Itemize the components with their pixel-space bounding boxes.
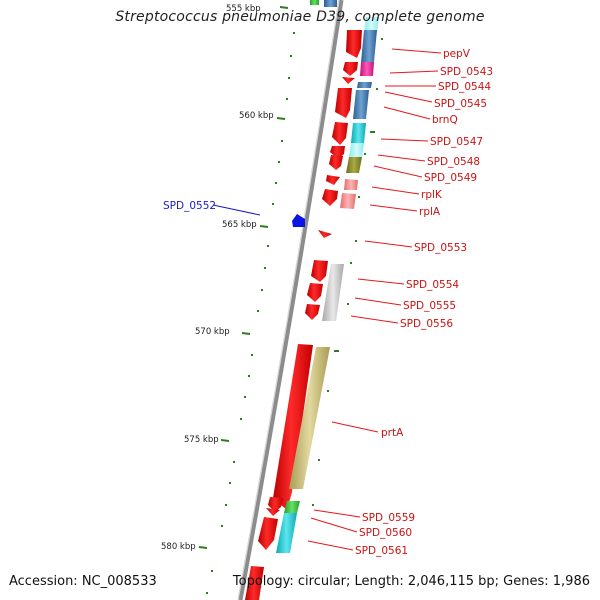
gene-arrow-bottom[interactable] <box>245 566 264 600</box>
gene-label-SPD_0555[interactable]: SPD_0555 <box>403 300 456 312</box>
gene-arrow-SPD_0548[interactable] <box>330 146 345 159</box>
gene-label-prtA[interactable]: prtA <box>381 427 404 439</box>
genome-backbone <box>237 0 344 600</box>
gene-arrow-SPD_0555[interactable] <box>307 283 323 302</box>
forward-leader-lines <box>307 48 442 551</box>
scale-dots <box>206 32 295 594</box>
gene-label-SPD_0549[interactable]: SPD_0549 <box>424 172 477 184</box>
scale-label-560: 560 kbp <box>239 111 274 121</box>
gene-label-SPD_0545[interactable]: SPD_0545 <box>434 98 487 110</box>
gene-label-SPD_0553[interactable]: SPD_0553 <box>414 242 467 254</box>
gene-arrow-rplA[interactable] <box>322 189 338 206</box>
gene-arrow-pepV[interactable] <box>346 30 362 58</box>
map-title: Streptococcus pneumoniae D39, complete g… <box>115 9 485 25</box>
feature-boxes <box>276 0 379 553</box>
outer-track-dots <box>312 38 383 506</box>
gene-label-rplK[interactable]: rplK <box>421 189 443 201</box>
gene-label-pepV[interactable]: pepV <box>443 48 471 60</box>
gene-arrow-rplK[interactable] <box>326 175 340 185</box>
gene-label-SPD_0554[interactable]: SPD_0554 <box>406 279 459 291</box>
gene-arrow-SPD_0556[interactable] <box>305 304 320 320</box>
scale-major-ticks <box>198 6 289 549</box>
gene-arrow-SPD_0552[interactable] <box>292 214 305 227</box>
gene-arrow-SPD_0547[interactable] <box>332 122 348 145</box>
gene-label-brnQ[interactable]: brnQ <box>432 114 458 126</box>
gene-arrow-SPD_0559[interactable] <box>268 497 283 512</box>
genome-summary-text: Topology: circular; Length: 2,046,115 bp… <box>232 574 590 589</box>
gene-label-SPD_0552[interactable]: SPD_0552 <box>163 200 216 212</box>
gene-arrow-SPD_0544[interactable] <box>342 77 355 84</box>
gene-label-rplA[interactable]: rplA <box>419 206 441 218</box>
scale-label-575: 575 kbp <box>184 435 219 445</box>
reverse-leader-line <box>212 204 261 216</box>
genome-backbone-highlight <box>237 0 340 600</box>
accession-text: Accession: NC_008533 <box>9 574 157 589</box>
gene-label-SPD_0544[interactable]: SPD_0544 <box>438 81 491 93</box>
gene-label-SPD_0561[interactable]: SPD_0561 <box>355 545 408 557</box>
gene-label-SPD_0559[interactable]: SPD_0559 <box>362 512 415 524</box>
gene-arrow-SPD_0543[interactable] <box>343 62 358 76</box>
gene-arrow-SPD_0549[interactable] <box>329 155 343 170</box>
gene-arrow-prtA[interactable] <box>273 344 313 510</box>
scale-label-565: 565 kbp <box>222 220 257 230</box>
scale-label-570: 570 kbp <box>195 327 230 337</box>
gene-label-SPD_0560[interactable]: SPD_0560 <box>359 527 412 539</box>
scale-label-580: 580 kbp <box>161 542 196 552</box>
gene-label-SPD_0547[interactable]: SPD_0547 <box>430 136 483 148</box>
forward-gene-arrows <box>245 30 362 600</box>
scale-label-555: 555 kbp <box>226 4 261 14</box>
gene-label-SPD_0548[interactable]: SPD_0548 <box>427 156 480 168</box>
gene-label-SPD_0556[interactable]: SPD_0556 <box>400 318 453 330</box>
gene-arrow-SPD_0560[interactable] <box>266 508 280 516</box>
gene-arrow-SPD_0561[interactable] <box>258 517 278 550</box>
gene-arrow-SPD_0554[interactable] <box>311 260 328 282</box>
gene-arrow-brnQ[interactable] <box>335 88 352 118</box>
gene-label-SPD_0543[interactable]: SPD_0543 <box>440 66 493 78</box>
gene-arrow-SPD_0553[interactable] <box>318 230 332 238</box>
